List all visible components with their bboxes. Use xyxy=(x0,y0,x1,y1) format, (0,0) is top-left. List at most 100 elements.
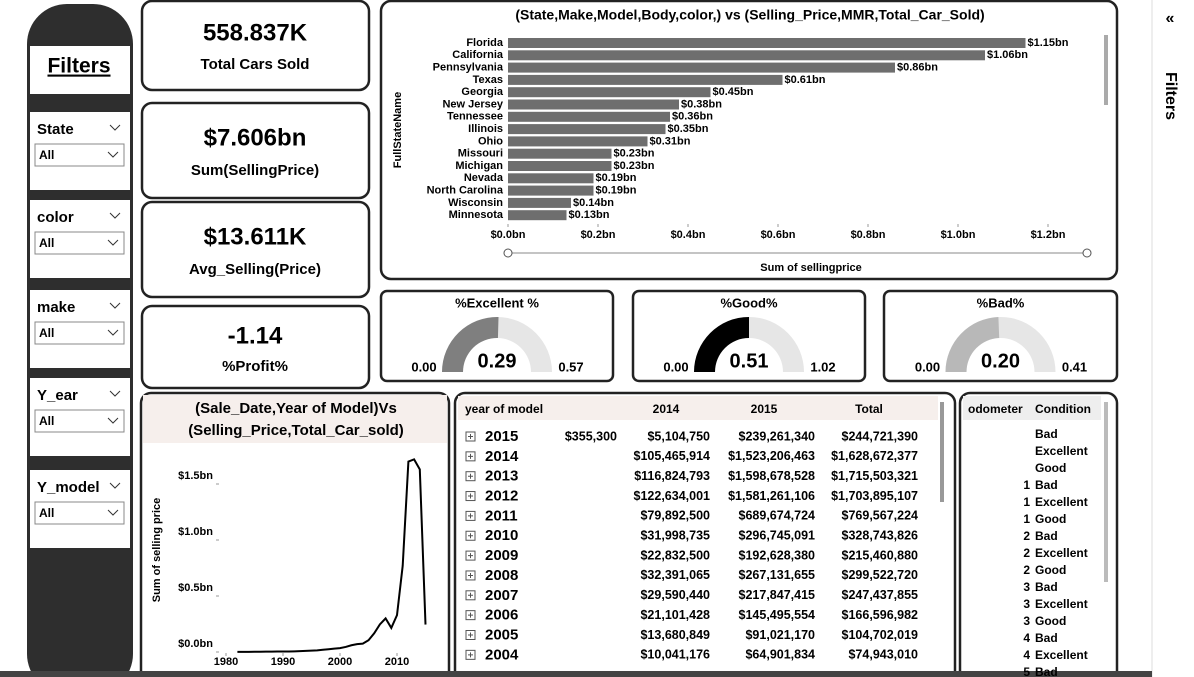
gauge-value xyxy=(945,317,1000,372)
matrix-cell: $104,702,019 xyxy=(842,628,919,642)
line-title-box: (Sale_Date,Year of Model)Vs (Selling_Pri… xyxy=(188,400,404,439)
condition: Good xyxy=(1035,512,1066,526)
matrix-cell: $296,745,091 xyxy=(739,529,816,543)
odometer-value: 3 xyxy=(1023,580,1030,594)
matrix-panel xyxy=(453,391,957,677)
slicer-label: State xyxy=(37,121,74,138)
gauge-value xyxy=(442,317,499,372)
dropdown[interactable] xyxy=(34,501,125,525)
condition: Bad xyxy=(1035,665,1058,677)
matrix-cell: $355,300 xyxy=(565,429,617,443)
chevron xyxy=(107,151,119,158)
x-tick-label: $0.0bn xyxy=(491,229,526,241)
slider-handle[interactable] xyxy=(1082,248,1092,258)
matrix-cell: $328,743,826 xyxy=(842,529,919,543)
category-label: North Carolina xyxy=(427,185,504,197)
expand-plus xyxy=(468,434,473,439)
row-year: 2008 xyxy=(485,567,518,584)
kpi-label: Sum(SellingPrice) xyxy=(191,162,319,179)
gauge-title: %Excellent % xyxy=(455,295,539,310)
matrix-cell: $267,131,655 xyxy=(739,568,816,582)
dropdown[interactable] xyxy=(34,143,125,167)
matrix-cell: $192,628,380 xyxy=(739,548,816,562)
dropdown-value[interactable]: All xyxy=(39,326,54,340)
dropdown-value[interactable]: All xyxy=(39,414,54,428)
row-year: 2011 xyxy=(485,507,518,524)
category-label: Ohio xyxy=(478,135,503,147)
row-year: 2009 xyxy=(485,547,518,564)
category-label: Tennessee xyxy=(447,111,503,123)
line-title: (Sale_Date,Year of Model)Vs (Selling_Pri… xyxy=(188,400,404,439)
kpi-card xyxy=(140,304,371,390)
condition: Bad xyxy=(1035,631,1058,645)
chevron xyxy=(109,302,121,309)
value-label: $0.19bn xyxy=(596,172,637,184)
matrix-cell: $122,634,001 xyxy=(634,489,711,503)
dropdown-value[interactable]: All xyxy=(39,148,54,162)
scrollbar xyxy=(1104,35,1108,105)
dropdown[interactable] xyxy=(34,231,125,255)
matrix-cell: $215,460,880 xyxy=(842,548,919,562)
line-panel xyxy=(139,391,451,677)
chevron xyxy=(107,417,119,424)
kpi-value: -1.14 xyxy=(228,322,283,349)
x-tick-label: 1990 xyxy=(271,656,295,668)
slicer-label: Y_model xyxy=(37,479,100,496)
x-tick-label: $1.2bn xyxy=(1031,229,1066,241)
odometer-header-bg xyxy=(963,396,1101,420)
category-label: California xyxy=(452,49,504,61)
odometer-header: Condition xyxy=(1035,402,1091,416)
kpi-value: $7.606bn xyxy=(204,124,307,151)
matrix-header-bg xyxy=(458,396,938,420)
row-year: 2005 xyxy=(485,626,518,643)
expand-plus xyxy=(468,632,473,638)
dropdown-value[interactable]: All xyxy=(39,506,54,520)
bar xyxy=(508,50,985,61)
sidebar-label[interactable]: Filters xyxy=(1162,72,1179,120)
chevron xyxy=(109,482,121,489)
scrollbar xyxy=(940,402,944,502)
value-label: $0.61bn xyxy=(785,74,826,86)
condition: Bad xyxy=(1035,580,1058,594)
matrix-cell: $22,832,500 xyxy=(640,548,710,562)
bar xyxy=(508,62,895,73)
slider-handle[interactable] xyxy=(503,248,513,258)
bar xyxy=(508,161,612,171)
collapse-icon[interactable]: « xyxy=(1166,10,1175,27)
chart-title: (State,Make,Model,Body,color,) vs (Selli… xyxy=(515,7,984,23)
category-label: Minnesota xyxy=(449,209,504,221)
dropdown-value[interactable]: All xyxy=(39,236,54,250)
expand-plus xyxy=(468,473,473,479)
expand-plus xyxy=(468,533,473,539)
kpi-card xyxy=(140,0,371,92)
category-label: Georgia xyxy=(461,86,503,98)
matrix-header: Total xyxy=(855,402,883,416)
gauge-min: 0.00 xyxy=(663,359,688,374)
kpi-label: Total Cars Sold xyxy=(201,56,310,73)
matrix-cell: $29,590,440 xyxy=(640,588,710,602)
x-tick-label: $0.6bn xyxy=(761,229,796,241)
condition: Excellent xyxy=(1035,597,1088,611)
x-tick-label: $0.8bn xyxy=(851,229,886,241)
matrix-cell: $689,674,724 xyxy=(739,509,816,523)
odometer-value: 2 xyxy=(1023,529,1030,543)
gauge-min: 0.00 xyxy=(411,359,436,374)
condition: Excellent xyxy=(1035,495,1088,509)
category-label: Pennsylvania xyxy=(433,62,504,74)
odometer-value: 2 xyxy=(1023,546,1030,560)
matrix-cell: $145,495,554 xyxy=(739,608,816,622)
expand-plus xyxy=(468,592,473,598)
expand-plus xyxy=(468,652,473,658)
row-year: 2004 xyxy=(485,646,519,663)
category-label: Texas xyxy=(473,74,503,86)
bar xyxy=(508,111,670,122)
bar xyxy=(508,185,594,196)
expand-plus xyxy=(468,453,473,459)
y-axis-label: Sum of selling price xyxy=(151,498,163,603)
dropdown[interactable] xyxy=(34,321,125,345)
value-label: $0.23bn xyxy=(614,148,655,160)
filters-title: Filters xyxy=(47,55,110,78)
dropdown[interactable] xyxy=(34,409,125,433)
slicer-label: make xyxy=(37,299,75,316)
value-label: $0.35bn xyxy=(668,123,709,135)
